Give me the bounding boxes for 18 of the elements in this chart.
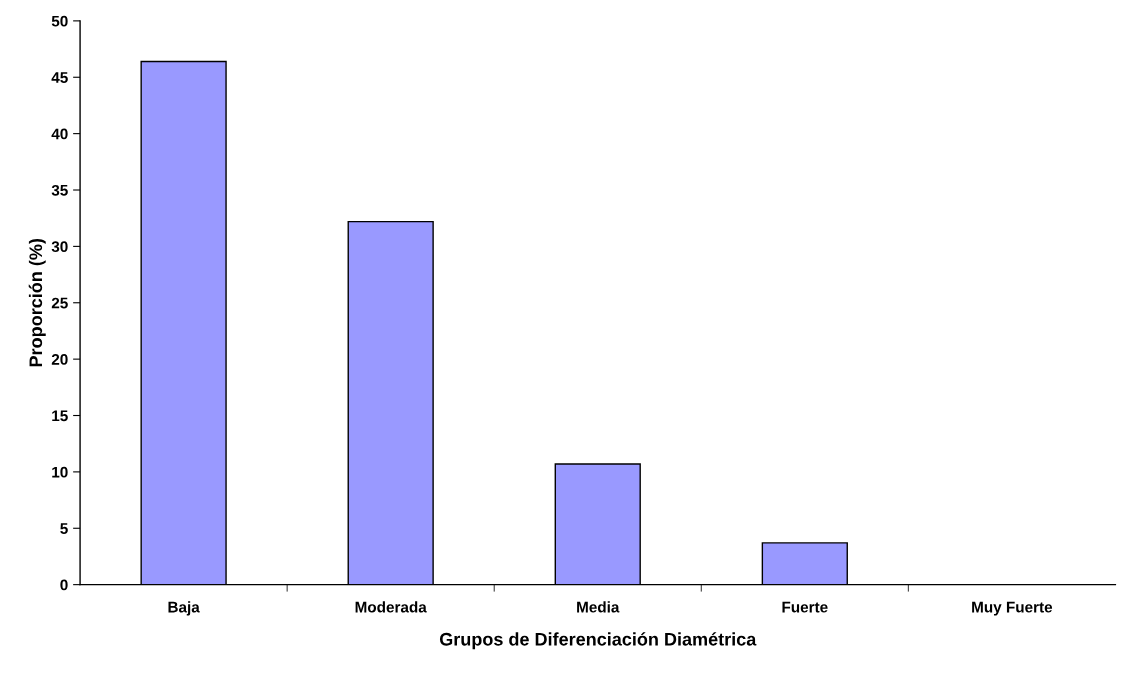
y-tick-label: 0 [60, 579, 68, 591]
y-tick-label: 35 [51, 184, 68, 196]
y-tick-label: 40 [51, 128, 68, 140]
x-tick-label: Muy Fuerte [972, 601, 1053, 616]
y-tick-label: 5 [60, 523, 68, 534]
y-tick-label: 15 [52, 410, 68, 422]
y-tick-label: 30 [51, 241, 68, 253]
y-tick-label: 25 [51, 297, 68, 309]
y-tick-label: 10 [52, 466, 68, 478]
y-tick-label: 45 [51, 72, 68, 83]
x-tick-label: Baja [168, 601, 200, 616]
x-axis-title: Grupos de Diferenciación Diamétrica [439, 632, 757, 650]
x-tick-label: Media [577, 601, 620, 613]
y-axis-title: Proporción (%) [28, 238, 46, 367]
y-tick-label: 50 [51, 15, 68, 27]
x-tick-label: Fuerte [782, 601, 828, 613]
y-tick-label: 20 [51, 354, 68, 365]
x-tick-label: Moderada [355, 601, 427, 613]
